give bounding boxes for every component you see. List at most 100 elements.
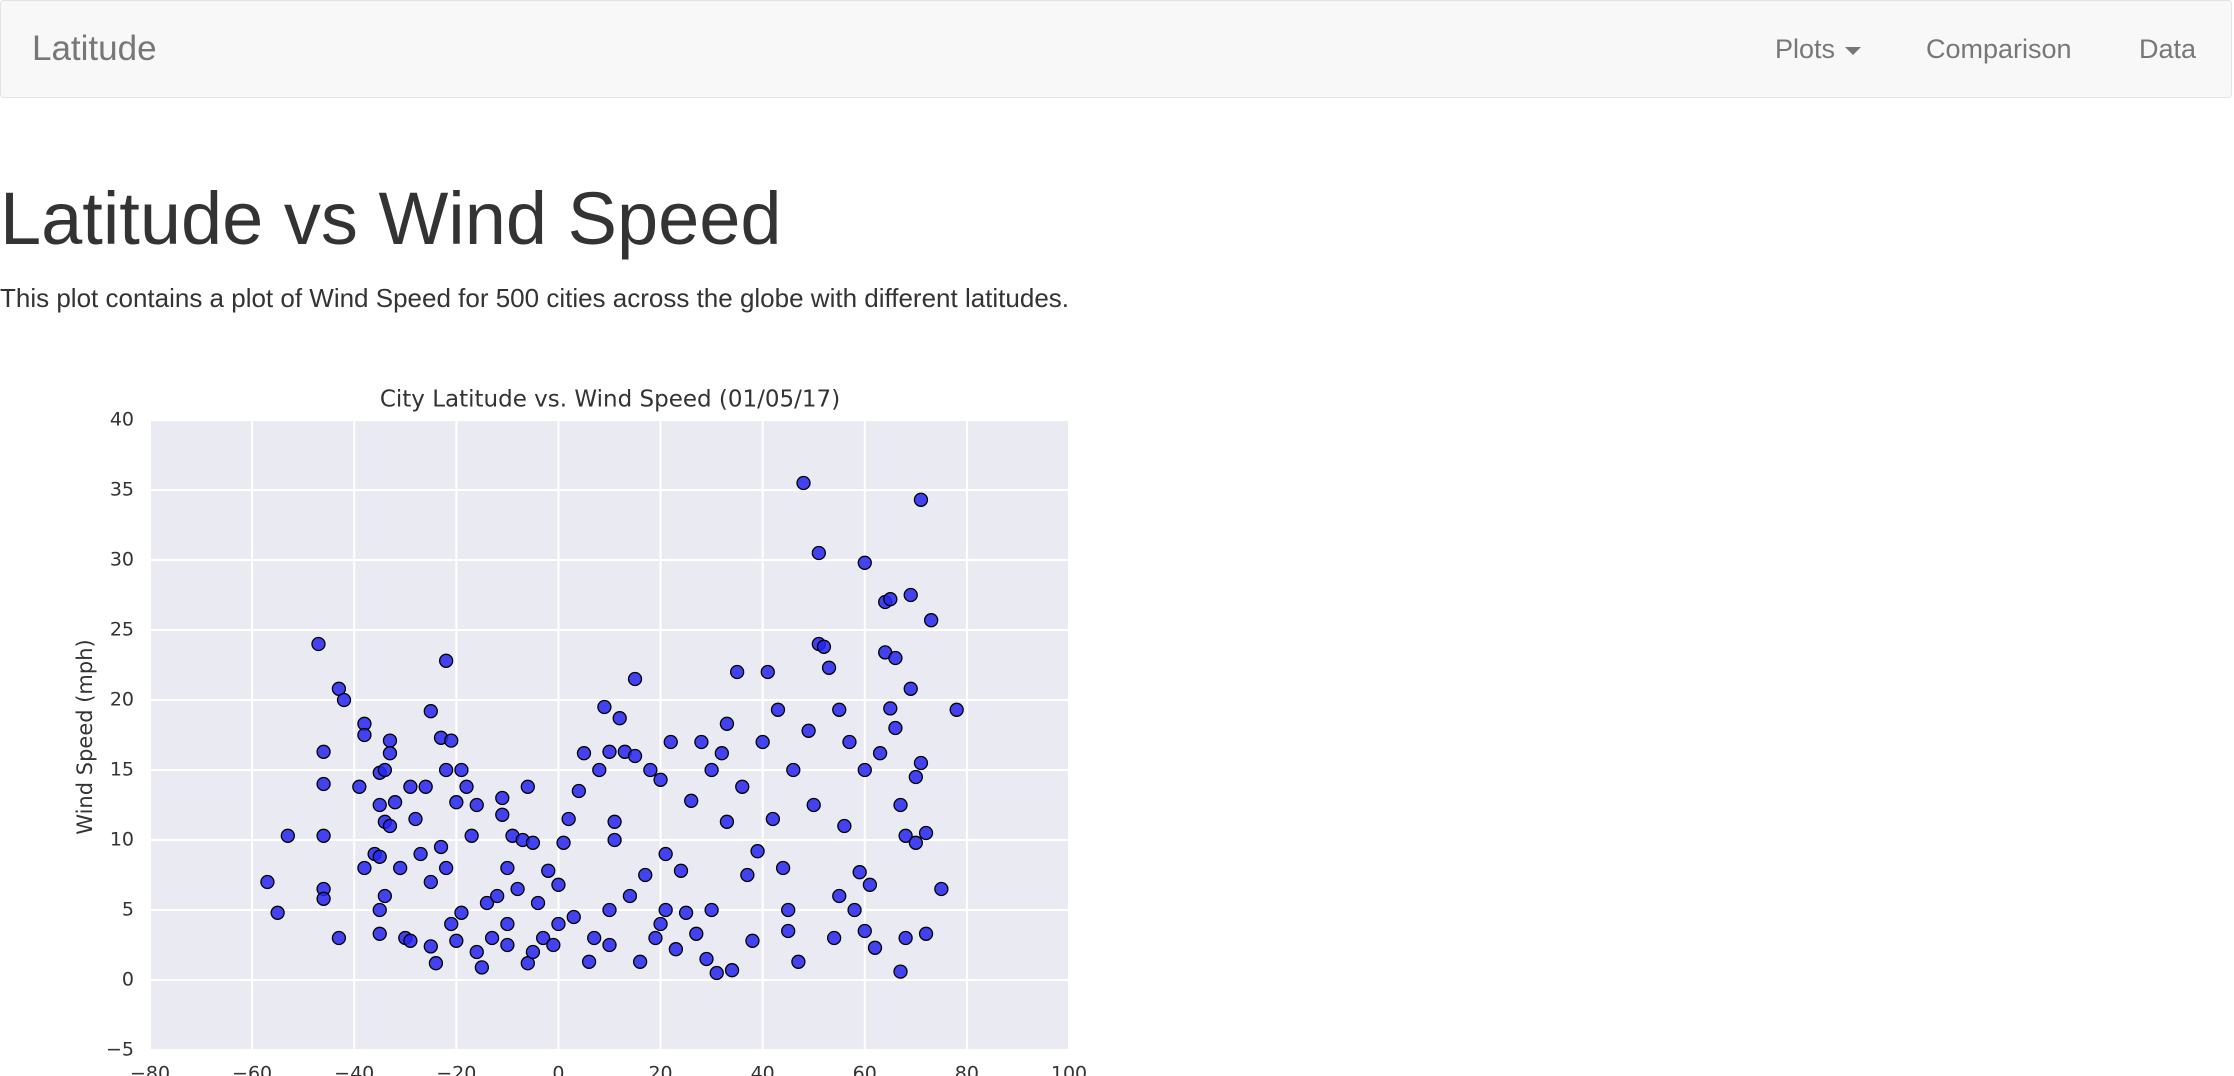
x-tick-label: 60 <box>853 1063 877 1076</box>
point <box>592 762 607 778</box>
y-tick-label: −5 <box>106 1039 134 1061</box>
point <box>857 923 872 939</box>
point <box>418 779 433 794</box>
point <box>791 954 806 969</box>
x-tick-label: −20 <box>436 1063 476 1076</box>
point <box>811 545 826 561</box>
point <box>699 951 714 967</box>
nav-data[interactable]: Data <box>2139 34 2197 64</box>
point <box>684 793 699 808</box>
description: This plot contains a plot of Wind Speed … <box>0 283 1070 313</box>
y-tick-label: 0 <box>122 969 134 991</box>
point <box>653 916 668 932</box>
point <box>316 744 331 759</box>
point <box>857 762 872 778</box>
point <box>658 846 673 862</box>
point <box>924 613 939 628</box>
point <box>602 937 617 953</box>
point <box>581 954 597 969</box>
y-tick-label: 35 <box>110 479 134 501</box>
point <box>551 916 566 932</box>
point <box>847 902 862 918</box>
point <box>883 701 898 716</box>
point <box>331 930 347 946</box>
y-tick-label: 10 <box>110 829 134 851</box>
point <box>949 702 964 717</box>
y-tick-label: 15 <box>110 759 134 781</box>
point <box>357 727 372 743</box>
point <box>607 832 622 848</box>
y-tick-label: 30 <box>110 549 134 571</box>
point <box>413 846 428 862</box>
point <box>837 818 852 834</box>
point <box>704 902 719 918</box>
nav-label[interactable]: Plots <box>1775 34 1836 64</box>
point <box>934 881 949 897</box>
point <box>898 930 913 946</box>
point <box>433 839 449 855</box>
point <box>561 811 576 827</box>
point <box>479 895 495 911</box>
point <box>627 671 643 687</box>
point <box>719 814 735 829</box>
x-tick-label: −60 <box>232 1063 272 1076</box>
point <box>918 926 934 941</box>
x-tick-label: −80 <box>130 1063 170 1076</box>
x-tick-label: 100 <box>1051 1063 1087 1076</box>
point <box>867 940 883 955</box>
point <box>449 933 464 948</box>
brand[interactable]: Latitude <box>32 29 157 68</box>
point <box>632 954 648 969</box>
point <box>438 653 454 668</box>
point <box>719 716 735 731</box>
chart-title: City Latitude vs. Wind Speed (01/05/17) <box>380 387 840 413</box>
point <box>832 888 847 904</box>
point <box>832 702 847 717</box>
navbar: Latitude Plots Comparison Data <box>0 0 2232 98</box>
point <box>541 863 556 878</box>
point <box>469 797 484 813</box>
point <box>484 930 500 946</box>
point <box>393 860 408 876</box>
point <box>382 746 398 761</box>
point <box>770 702 786 717</box>
point <box>449 795 464 810</box>
point <box>781 923 796 939</box>
point <box>597 699 612 715</box>
nav-plots[interactable]: Plots <box>1775 34 1862 65</box>
point <box>786 762 801 778</box>
point <box>316 828 331 843</box>
caret <box>1845 46 1862 55</box>
point <box>576 746 592 761</box>
point <box>883 592 898 607</box>
point <box>852 865 867 880</box>
point <box>908 769 923 785</box>
point <box>668 942 684 957</box>
point <box>801 723 816 738</box>
point <box>663 734 678 750</box>
point <box>704 762 719 778</box>
point <box>796 475 811 491</box>
x-tick-label: 40 <box>751 1063 775 1076</box>
point <box>357 860 372 876</box>
point <box>755 734 770 750</box>
x-tick-label: 80 <box>955 1063 979 1076</box>
point <box>862 877 878 892</box>
point <box>464 828 479 843</box>
point <box>352 779 367 794</box>
point <box>500 937 515 953</box>
y-tick-label: 20 <box>110 689 134 711</box>
nav-comparison[interactable]: Comparison <box>1926 34 2072 64</box>
point <box>607 814 622 829</box>
point <box>377 888 393 904</box>
point <box>500 916 515 932</box>
point <box>653 772 668 787</box>
point <box>602 744 617 759</box>
point <box>495 807 510 822</box>
y-tick-label: 40 <box>110 409 134 431</box>
point <box>571 783 587 799</box>
point <box>474 960 490 975</box>
point <box>760 664 775 680</box>
point <box>857 555 872 570</box>
point <box>387 795 403 810</box>
